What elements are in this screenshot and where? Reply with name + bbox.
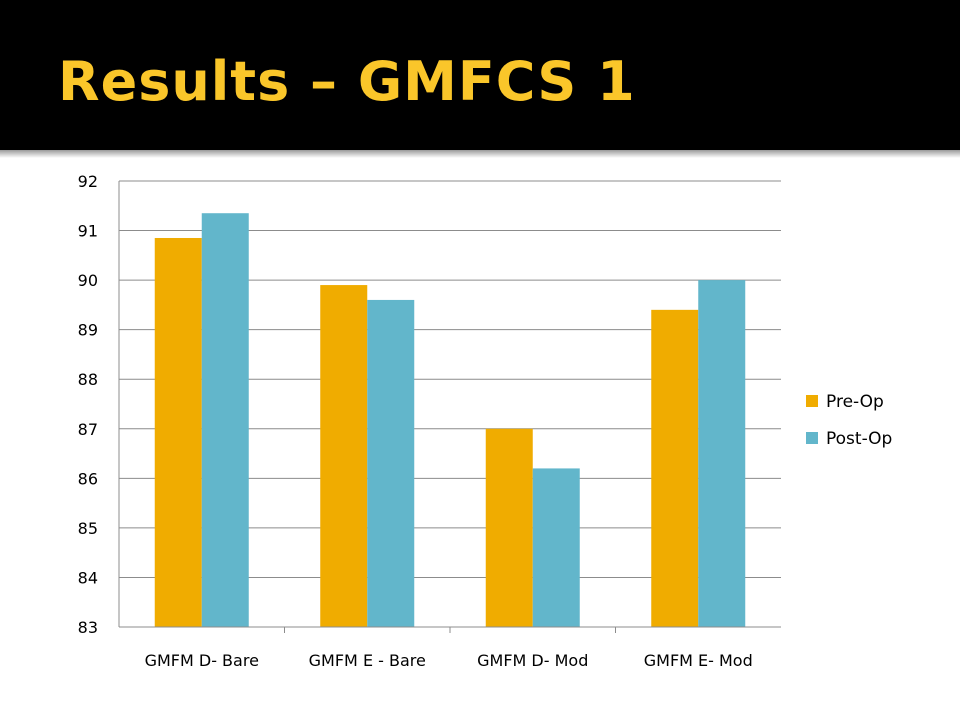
bar-pre-op <box>154 237 202 627</box>
y-tick-label: 90 <box>78 271 98 290</box>
legend-label: Pre-Op <box>826 392 884 412</box>
x-tick-label: GMFM D- Bare <box>145 651 259 670</box>
y-tick-label: 83 <box>78 618 98 637</box>
y-tick-label: 86 <box>78 469 98 488</box>
y-tick-label: 84 <box>78 568 98 587</box>
bar-post-op <box>367 299 415 627</box>
bar-pre-op <box>320 285 368 627</box>
y-axis-tick-labels: 83 84 85 86 87 88 89 90 91 92 <box>78 172 98 637</box>
y-tick-label: 91 <box>78 222 98 241</box>
bar-post-op <box>698 280 746 627</box>
bar-post-op <box>201 213 249 627</box>
bar-post-op <box>532 468 580 627</box>
bars <box>154 213 746 627</box>
y-tick-label: 85 <box>78 519 98 538</box>
legend-swatch <box>806 432 818 444</box>
title-bar: Results – GMFCS 1 <box>0 0 960 150</box>
bar-pre-op <box>651 309 699 627</box>
x-axis-tick-labels: GMFM D- Bare GMFM E - Bare GMFM D- Mod GMFM… <box>145 651 753 670</box>
bar-pre-op <box>485 428 533 627</box>
y-tick-label: 92 <box>78 172 98 191</box>
x-tick-label: GMFM E - Bare <box>309 651 426 670</box>
y-tick-label: 88 <box>78 370 98 389</box>
legend-swatch <box>806 395 818 407</box>
x-tick-label: GMFM E- Mod <box>644 651 753 670</box>
axes <box>118 181 781 633</box>
legend-label: Post-Op <box>826 429 892 449</box>
legend: Pre-Op Post-Op <box>806 392 892 449</box>
y-tick-label: 87 <box>78 420 98 439</box>
title-divider <box>0 150 960 158</box>
x-tick-label: GMFM D- Mod <box>477 651 588 670</box>
y-tick-label: 89 <box>78 321 98 340</box>
slide-title: Results – GMFCS 1 <box>58 50 636 113</box>
